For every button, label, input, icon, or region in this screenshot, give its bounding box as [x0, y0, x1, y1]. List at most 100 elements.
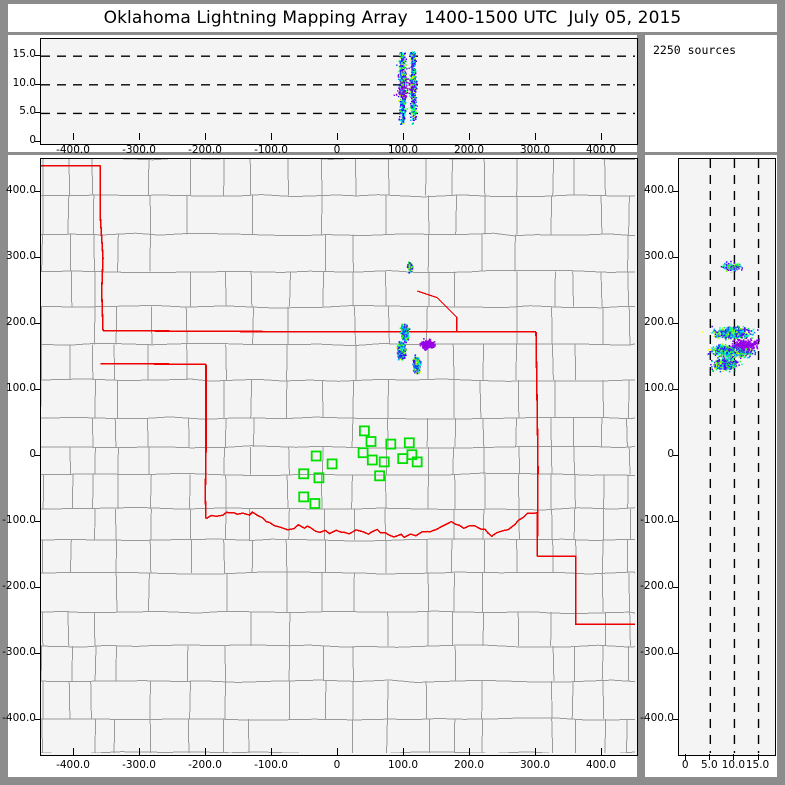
county-line: [41, 717, 635, 721]
county-line: [41, 612, 44, 647]
axis-tick-mark: [673, 323, 679, 324]
county-line: [387, 417, 389, 447]
axis-tick-label: 200.0: [5, 316, 36, 328]
county-line: [601, 572, 604, 613]
axis-tick-label: -400.0: [56, 144, 90, 156]
axis-tick-mark: [35, 83, 41, 85]
axis-tick-mark: [673, 587, 679, 588]
county-line: [516, 539, 518, 574]
county-line: [451, 159, 453, 196]
north-altitude-plot[interactable]: [678, 158, 776, 756]
county-line: [515, 344, 517, 381]
axis-tick-mark: [205, 133, 206, 140]
county-line: [285, 539, 288, 574]
county-line: [114, 508, 117, 541]
lma-station-marker: [310, 450, 322, 462]
county-line: [117, 234, 119, 272]
axis-tick-mark: [685, 754, 687, 760]
state-border-southeast: [537, 555, 635, 626]
axis-tick-label: 15.0: [12, 48, 36, 61]
county-line: [600, 195, 603, 235]
county-line: [41, 416, 635, 420]
county-line: [41, 342, 635, 347]
altitude-x-axis: -400.0 -300.0 -200.0 -100.0 0 100.0 200.0 300.0…: [8, 133, 637, 156]
axis-tick-mark: [35, 323, 41, 324]
county-line: [574, 474, 576, 509]
page-title: Oklahoma Lightning Mapping Array 1400-15…: [103, 8, 682, 28]
axis-tick-label: 0: [681, 759, 689, 771]
county-line: [288, 446, 290, 475]
county-line: [41, 610, 635, 614]
county-line: [189, 474, 191, 509]
county-line: [71, 646, 73, 682]
county-line: [550, 417, 552, 447]
altitude-east-plot[interactable]: [40, 38, 638, 145]
county-line: [286, 344, 288, 381]
axis-tick-label: 300.0: [5, 250, 36, 262]
axis-tick-label: 100.0: [387, 759, 419, 771]
county-line: [115, 539, 118, 574]
county-line: [149, 474, 152, 509]
axis-tick-label: -400.0: [2, 712, 36, 724]
county-line: [386, 681, 389, 720]
lma-station-marker: [365, 436, 377, 447]
county-line: [324, 681, 327, 720]
county-line: [67, 195, 70, 235]
county-line: [551, 719, 554, 753]
axis-tick-label: -100.0: [254, 759, 288, 771]
county-line: [626, 719, 628, 753]
axis-tick-label: 0: [667, 448, 674, 460]
axis-tick-label: -200.0: [188, 759, 222, 771]
county-line: [454, 417, 457, 447]
county-line: [288, 646, 291, 682]
county-line: [321, 195, 323, 235]
axis-tick-mark: [35, 587, 41, 588]
axis-tick-label: 0: [333, 759, 341, 771]
axis-tick-label: 200.0: [643, 316, 674, 328]
lma-station-marker: [309, 498, 321, 509]
axis-tick-mark: [403, 748, 404, 755]
axis-tick-mark: [73, 133, 74, 140]
lma-station-marker: [358, 425, 370, 437]
state-border-panhandle-south: [100, 362, 207, 366]
county-line: [41, 571, 635, 575]
county-line: [115, 572, 118, 613]
county-line: [225, 474, 227, 509]
axis-tick-label: -400.0: [640, 712, 674, 724]
lma-station-marker: [298, 491, 310, 503]
axis-tick-label: -100.0: [640, 514, 674, 526]
county-line: [572, 271, 574, 307]
county-line: [93, 306, 96, 345]
county-line: [224, 508, 227, 541]
axis-tick-mark: [337, 133, 338, 140]
county-line: [41, 472, 635, 477]
county-line: [41, 232, 635, 237]
county-line: [574, 344, 577, 381]
county-line: [41, 644, 635, 648]
source-points: [393, 51, 418, 125]
county-line: [287, 159, 290, 196]
county-line: [285, 379, 288, 419]
axis-tick-mark: [337, 748, 338, 755]
axis-tick-label: 0: [29, 134, 36, 146]
source-points: [702, 260, 760, 373]
axis-tick-label: 400.0: [585, 144, 617, 156]
county-line: [41, 234, 43, 272]
county-line: [628, 306, 631, 345]
map-plot[interactable]: [40, 158, 638, 756]
county-line: [385, 271, 387, 307]
axis-tick-label: 10.0: [721, 759, 746, 771]
county-line: [384, 508, 387, 541]
lma-station-marker: [366, 454, 378, 466]
county-line: [71, 474, 74, 509]
county-line: [604, 159, 606, 196]
lma-station-marker: [397, 453, 409, 465]
axis-tick-label: 10.0: [12, 76, 36, 89]
county-line: [550, 195, 553, 235]
county-line: [628, 379, 630, 419]
county-line: [517, 474, 520, 509]
county-line: [289, 271, 291, 307]
county-line: [321, 446, 324, 475]
county-line: [604, 719, 607, 753]
axis-tick-label: -100.0: [2, 514, 36, 526]
